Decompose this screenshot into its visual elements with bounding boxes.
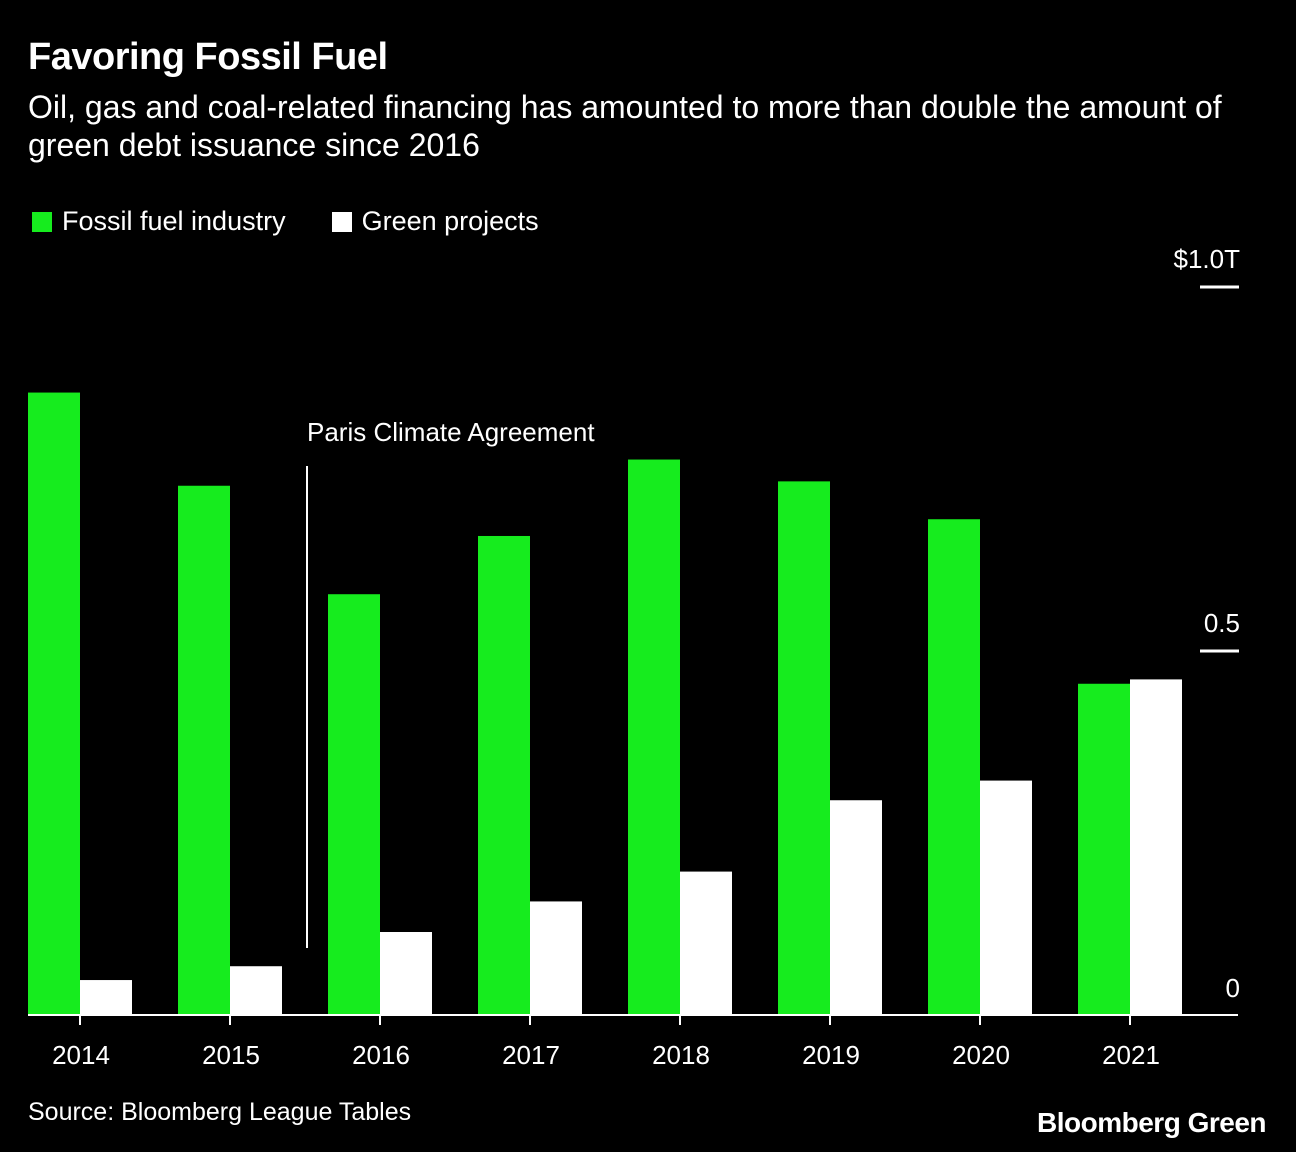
bar-green-2015 [230,966,282,1015]
bar-fossil-2021 [1078,683,1130,1015]
bar-fossil-2019 [778,481,830,1016]
x-tick-label-2016: 2016 [352,1040,410,1070]
bar-green-2021 [1130,679,1182,1015]
bar-green-2020 [980,780,1032,1015]
legend: Fossil fuel industry Green projects [32,206,585,237]
annotation-label-paris: Paris Climate Agreement [307,417,595,447]
x-tick-label-2019: 2019 [802,1040,860,1070]
bar-fossil-2015 [178,485,230,1015]
x-tick-label-2014: 2014 [52,1040,110,1070]
bar-green-2017 [530,901,582,1015]
legend-label-fossil: Fossil fuel industry [62,206,286,236]
x-tick-label-2017: 2017 [502,1040,560,1070]
y-tick-label-0: 0 [1226,973,1240,1003]
bar-fossil-2017 [478,535,530,1015]
bar-fossil-2018 [628,459,680,1015]
source-note: Source: Bloomberg League Tables [28,1098,412,1126]
legend-swatch-fossil [32,211,52,232]
bar-fossil-2020 [928,519,980,1015]
legend-label-green: Green projects [361,206,539,236]
x-tick-label-2021: 2021 [1102,1040,1160,1070]
y-tick-label-0.5: 0.5 [1204,608,1240,638]
bar-green-2016 [380,932,432,1015]
x-tick-label-2020: 2020 [952,1040,1010,1070]
bar-green-2014 [80,980,132,1015]
x-tick-label-2018: 2018 [652,1040,710,1070]
bar-green-2019 [830,800,882,1015]
legend-item-fossil: Fossil fuel industry [32,206,286,237]
bar-fossil-2016 [328,594,380,1015]
legend-item-green: Green projects [331,206,539,237]
chart-subtitle: Oil, gas and coal-related financing has … [28,89,1222,163]
chart-title: Favoring Fossil Fuel [28,36,388,78]
bar-fossil-2014 [28,392,80,1015]
y-tick-label-$1.0T: $1.0T [1174,244,1241,274]
bar-green-2018 [680,871,732,1015]
legend-swatch-green [331,211,352,232]
brand-logo: Bloomberg Green [1037,1107,1266,1138]
x-tick-label-2015: 2015 [202,1040,260,1070]
